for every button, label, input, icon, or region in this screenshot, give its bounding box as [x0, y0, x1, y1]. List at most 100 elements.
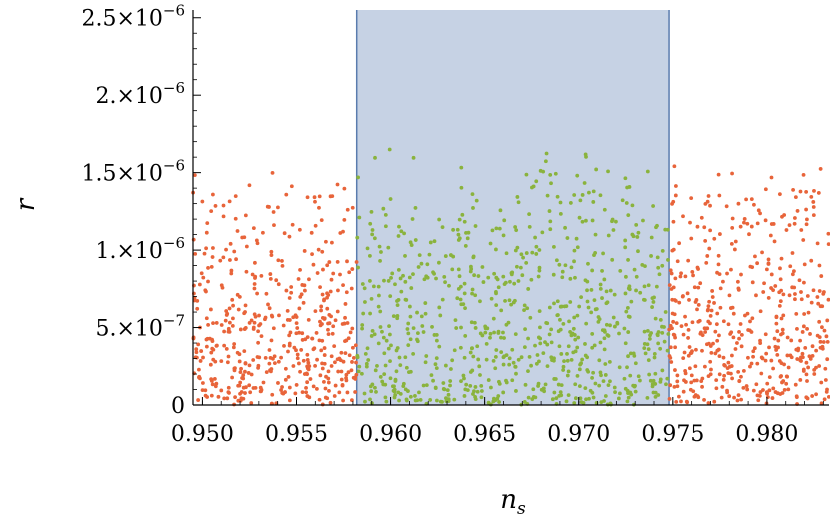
data-point [625, 306, 630, 310]
data-point [681, 332, 686, 337]
x-tick-label: 0.960 [359, 422, 422, 447]
data-point [764, 267, 769, 272]
data-point [795, 357, 800, 361]
data-point [683, 369, 688, 373]
data-point [342, 321, 347, 326]
data-point [750, 280, 755, 285]
data-point [411, 272, 415, 277]
data-point [511, 300, 516, 305]
data-point [209, 307, 213, 312]
data-point [252, 312, 257, 317]
data-point [706, 194, 711, 198]
data-point [537, 248, 542, 252]
data-point [705, 308, 710, 313]
data-point [326, 293, 331, 297]
data-point [450, 358, 455, 363]
data-point [776, 338, 781, 343]
data-point [688, 351, 693, 356]
data-point [575, 373, 580, 378]
data-point [513, 248, 518, 253]
data-point [675, 373, 680, 378]
data-point [710, 295, 715, 299]
data-point [494, 303, 499, 307]
data-point [689, 373, 694, 378]
data-point [222, 343, 227, 348]
data-point [443, 254, 448, 258]
x-axis-ticks: 0.950 0.955 0.960 0.965 0.970 0.975 0.980 [171, 397, 824, 447]
data-point [648, 333, 652, 338]
data-point [707, 341, 711, 346]
data-point [289, 184, 294, 189]
data-point [643, 351, 648, 356]
data-point [311, 384, 316, 389]
data-point [315, 271, 320, 275]
data-point [230, 297, 235, 302]
data-point [647, 336, 652, 341]
data-point [541, 169, 546, 174]
data-point [468, 383, 473, 388]
data-point [653, 371, 658, 376]
data-point [782, 213, 787, 217]
data-point [708, 372, 713, 377]
data-point [670, 311, 675, 316]
data-point [225, 360, 230, 365]
data-point [320, 322, 324, 326]
data-point [396, 268, 401, 272]
data-point [766, 261, 771, 266]
data-point [191, 237, 196, 242]
data-point [778, 277, 783, 282]
data-point [252, 282, 257, 286]
data-point [584, 218, 588, 223]
data-point [372, 236, 377, 241]
data-point [338, 272, 342, 277]
data-point [357, 364, 362, 369]
data-point [269, 249, 274, 254]
data-point [524, 251, 529, 255]
data-point [205, 221, 210, 226]
data-point [758, 309, 763, 314]
data-point [403, 254, 407, 258]
data-point [256, 329, 261, 334]
data-point [721, 319, 726, 324]
data-point [558, 390, 563, 394]
data-point [395, 314, 400, 318]
data-point [415, 310, 419, 315]
data-point [545, 193, 550, 198]
data-point [486, 378, 491, 382]
data-point [408, 337, 413, 342]
data-point [264, 291, 269, 296]
data-point [608, 288, 613, 293]
data-point [481, 280, 486, 284]
data-point [380, 329, 384, 334]
data-point [462, 376, 466, 381]
data-point [300, 338, 305, 342]
data-point [772, 336, 777, 341]
data-point [674, 184, 678, 188]
data-point [433, 385, 438, 390]
data-point [419, 261, 424, 266]
data-point [798, 338, 802, 343]
data-point [575, 313, 580, 318]
data-point [462, 281, 467, 286]
data-point [310, 252, 314, 257]
data-point [319, 218, 324, 223]
data-point [584, 321, 589, 326]
data-point [781, 379, 786, 383]
data-point [312, 195, 317, 200]
data-point [760, 250, 764, 255]
data-point [745, 221, 750, 226]
data-point [545, 342, 550, 347]
data-point [291, 364, 296, 368]
data-point [749, 224, 754, 229]
data-point [819, 401, 824, 406]
data-point [689, 196, 694, 201]
data-point [794, 311, 799, 316]
data-point [799, 228, 804, 232]
data-point [626, 354, 630, 359]
data-point [642, 342, 647, 346]
data-point [715, 348, 720, 353]
data-point [308, 377, 313, 381]
data-point [717, 372, 722, 377]
data-point [576, 335, 581, 340]
data-point [305, 372, 310, 377]
